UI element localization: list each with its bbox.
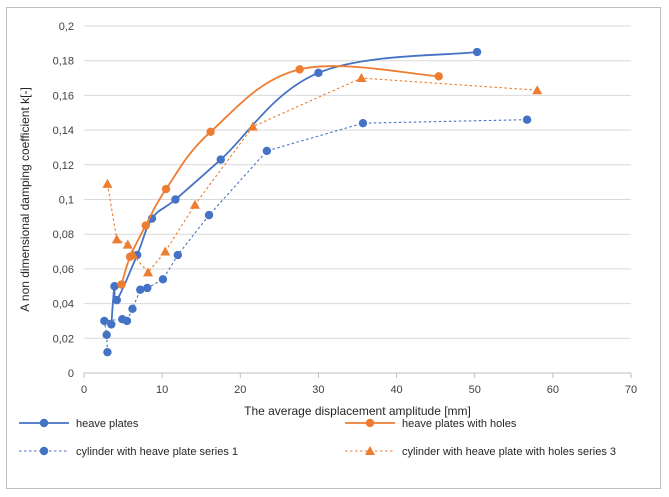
series-layer <box>100 47 543 357</box>
x-tick-label: 60 <box>547 384 559 396</box>
y-tick-label: 0,18 <box>53 56 74 68</box>
legend-label: cylinder with heave plate with holes ser… <box>402 446 616 458</box>
data-point <box>128 304 137 314</box>
data-point <box>102 178 113 188</box>
series-3 <box>100 115 532 357</box>
x-tick-label: 40 <box>390 384 402 396</box>
legend-label: heave plates with holes <box>402 418 517 430</box>
data-point <box>356 73 367 83</box>
y-axis-title: A non dimensional damping coefficient k[… <box>18 87 32 312</box>
data-point <box>103 347 112 357</box>
series-line <box>106 77 538 274</box>
data-point <box>434 72 443 81</box>
data-point <box>314 68 323 78</box>
series-line <box>120 65 439 285</box>
x-axis-title: The average displacement amplitude [mm] <box>244 404 471 418</box>
legend-label: cylinder with heave plate series 1 <box>76 446 238 458</box>
legend-item: heave plates with holes <box>345 418 517 430</box>
data-point <box>111 234 122 244</box>
data-point <box>158 275 168 284</box>
data-point <box>189 199 200 209</box>
legend-item: cylinder with heave plate with holes ser… <box>345 446 616 458</box>
data-point <box>532 85 543 95</box>
y-tick-label: 0,06 <box>53 264 74 276</box>
data-point <box>100 316 109 326</box>
data-point <box>128 250 139 260</box>
series-1 <box>107 47 482 329</box>
legend-marker <box>365 446 375 455</box>
data-point <box>112 295 122 305</box>
y-tick-label: 0,14 <box>53 125 74 137</box>
data-point <box>216 155 225 164</box>
x-tick-label: 30 <box>312 384 324 396</box>
gridlines <box>84 25 631 374</box>
y-tick-label: 0,2 <box>59 21 74 33</box>
legend-label: heave plates <box>76 418 139 430</box>
y-tick-label: 0 <box>68 368 74 380</box>
legend-item: heave plates <box>19 418 139 430</box>
y-tick-label: 0,12 <box>53 160 74 172</box>
data-point <box>161 184 171 194</box>
legend-marker <box>365 418 375 428</box>
data-point <box>472 47 482 57</box>
y-tick-label: 0,08 <box>53 229 74 241</box>
data-point <box>171 195 180 204</box>
data-point <box>107 320 116 329</box>
y-tick-label: 0,02 <box>53 333 74 345</box>
data-point <box>141 221 150 230</box>
data-point <box>143 267 154 277</box>
y-tick-label: 0,04 <box>53 299 74 311</box>
data-point <box>204 210 214 220</box>
x-tick-label: 70 <box>625 384 637 396</box>
data-point <box>522 115 532 124</box>
axes: 0 0,02 0,04 0,06 0,08 0,1 0,12 0,14 0,16 0,18 0,2 0… <box>53 21 638 396</box>
data-point <box>102 330 111 340</box>
chart-frame: 0 0,02 0,04 0,06 0,08 0,1 0,12 0,14 0,16 0,18 0,2 0… <box>6 7 661 489</box>
data-point <box>358 118 368 128</box>
data-point <box>136 285 145 294</box>
legend-item: cylinder with heave plate series 1 <box>19 446 238 458</box>
legend-marker <box>39 418 49 428</box>
data-point <box>117 280 126 289</box>
x-tick-label: 10 <box>156 384 168 396</box>
data-point <box>206 127 215 137</box>
data-point <box>247 121 258 131</box>
x-tick-label: 20 <box>234 384 246 396</box>
data-point <box>143 283 152 293</box>
data-point <box>295 65 304 74</box>
y-tick-label: 0,16 <box>53 90 74 102</box>
data-point <box>110 282 119 291</box>
legend-marker <box>39 446 49 456</box>
data-point <box>173 250 182 260</box>
legend: heave plates heave plates with holes cylin… <box>19 418 616 458</box>
data-point <box>262 146 272 156</box>
x-tick-label: 50 <box>469 384 481 396</box>
data-point <box>160 246 171 256</box>
x-tick-label: 0 <box>81 384 87 396</box>
chart: 0 0,02 0,04 0,06 0,08 0,1 0,12 0,14 0,16 0,18 0,2 0… <box>18 21 638 458</box>
data-point <box>122 239 133 249</box>
series-line <box>103 119 528 353</box>
series-4 <box>102 73 543 277</box>
data-point <box>122 316 132 326</box>
y-tick-label: 0,1 <box>59 195 74 207</box>
